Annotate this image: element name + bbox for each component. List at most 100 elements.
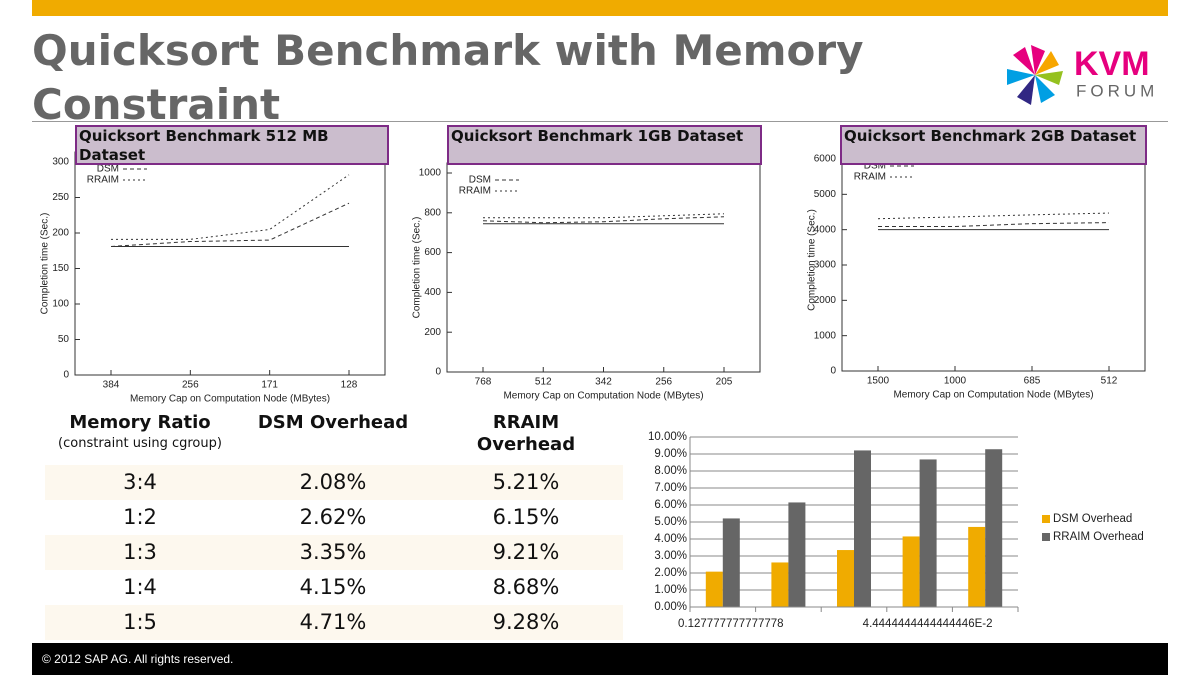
table-cell: 9.28% <box>492 610 560 634</box>
series-line <box>483 213 725 219</box>
logo-text: KVM <box>1074 45 1150 83</box>
table-cell: 5.21% <box>492 470 560 494</box>
y-tick-label: 600 <box>424 247 441 258</box>
y-tick-label: 2000 <box>814 295 837 306</box>
logo-petal <box>1035 51 1059 75</box>
y-tick-label: 6000 <box>814 154 837 165</box>
series-line <box>482 216 725 224</box>
y-tick-label: 250 <box>52 192 69 203</box>
y-tick-label: 0 <box>830 366 836 377</box>
y-tick-label: 7.00% <box>654 482 687 494</box>
x-tick-label: 384 <box>103 380 120 391</box>
footer: © 2012 SAP AG. All rights reserved. <box>32 643 1168 675</box>
y-axis-label: Completion time (Sec.) <box>807 209 818 311</box>
logo-petal <box>1007 69 1035 85</box>
table-cell: 4.71% <box>299 610 367 634</box>
legend-label: RRAIM <box>854 172 886 183</box>
y-tick-label: 400 <box>424 287 441 298</box>
x-tick-label: 256 <box>182 380 199 391</box>
legend-swatch <box>1042 515 1050 523</box>
x-tick-label: 342 <box>595 377 612 388</box>
series-line <box>878 222 1110 227</box>
table-cell: 1:2 <box>123 505 157 529</box>
table-header: Memory Ratio <box>69 412 211 433</box>
y-tick-label: 3.00% <box>654 550 687 562</box>
plot-frame <box>446 162 761 373</box>
title-rule <box>32 121 1168 122</box>
table-row-bg <box>45 535 623 570</box>
x-tick-label: 128 <box>341 380 358 391</box>
x-tick-label: 0.127777777777778 <box>678 618 784 630</box>
table-cell: 2.08% <box>299 470 367 494</box>
bar <box>968 526 986 607</box>
y-tick-label: 150 <box>52 263 69 274</box>
bar <box>985 449 1003 607</box>
bar <box>902 536 920 607</box>
logo-petal <box>1017 75 1035 105</box>
table-row-bg <box>45 605 623 640</box>
table-cell: 6.15% <box>492 505 560 529</box>
table-cell: 3.35% <box>299 540 367 564</box>
table-cell: 2.62% <box>299 505 367 529</box>
x-tick-label: 1500 <box>867 376 890 387</box>
y-tick-label: 9.00% <box>654 448 687 460</box>
legend-label: DSM <box>864 161 886 172</box>
chart-title: Quicksort Benchmark 512 MB Dataset <box>75 125 389 165</box>
top-bar <box>32 0 1168 16</box>
footer-text: © 2012 SAP AG. All rights reserved. <box>42 652 234 666</box>
y-tick-label: 0 <box>435 367 441 378</box>
table-cell: 3:4 <box>123 470 157 494</box>
x-tick-label: 685 <box>1024 376 1041 387</box>
y-tick-label: 300 <box>52 157 69 168</box>
y-tick-label: 1000 <box>814 330 837 341</box>
x-tick-label: 512 <box>535 377 552 388</box>
logo-text: FORUM <box>1076 81 1158 100</box>
bar <box>837 550 854 607</box>
y-tick-label: 200 <box>424 327 441 338</box>
table-cell: 9.21% <box>492 540 560 564</box>
bar <box>788 502 806 607</box>
x-tick-label: 171 <box>261 380 278 391</box>
chart-title: Quicksort Benchmark 1GB Dataset <box>447 125 762 165</box>
x-axis-label: Memory Cap on Computation Node (MBytes) <box>503 391 703 402</box>
y-tick-label: 50 <box>58 334 70 345</box>
x-tick-label: 4.4444444444444446E-2 <box>863 618 993 630</box>
x-tick-label: 512 <box>1101 376 1118 387</box>
legend-label: DSM <box>469 175 491 186</box>
table-header: RRAIM Overhead <box>476 412 576 455</box>
bar <box>919 459 937 607</box>
table-row-bg <box>45 465 623 500</box>
legend-label: DSM Overhead <box>1053 513 1132 525</box>
y-tick-label: 0.00% <box>654 601 687 613</box>
y-tick-label: 5000 <box>814 189 837 200</box>
logo: KVM FORUM <box>1007 45 1158 105</box>
y-tick-label: 0 <box>63 370 69 381</box>
legend-label: DSM <box>97 164 119 175</box>
series-line <box>110 202 350 247</box>
logo-petal <box>1031 45 1045 75</box>
plot-frame <box>841 148 1146 372</box>
y-tick-label: 6.00% <box>654 499 687 511</box>
y-tick-label: 8.00% <box>654 465 687 477</box>
bar <box>705 571 723 607</box>
plot-frame <box>74 151 386 376</box>
x-axis-label: Memory Cap on Computation Node (MBytes) <box>893 390 1093 401</box>
x-tick-label: 256 <box>655 377 672 388</box>
x-tick-label: 1000 <box>944 376 967 387</box>
bar <box>854 450 871 607</box>
table-header: DSM Overhead <box>257 412 409 433</box>
table-cell: 1:4 <box>123 575 157 599</box>
y-tick-label: 1.00% <box>654 584 687 596</box>
y-tick-label: 800 <box>424 207 441 218</box>
series-line <box>877 212 1110 220</box>
y-tick-label: 3000 <box>814 260 837 271</box>
y-tick-label: 10.00% <box>648 431 687 443</box>
y-axis-label: Completion time (Sec.) <box>40 213 51 315</box>
bar <box>722 518 740 607</box>
y-tick-label: 100 <box>52 299 69 310</box>
chart-title: Quicksort Benchmark 2GB Dataset <box>840 125 1147 165</box>
logo-petal <box>1035 71 1063 85</box>
legend-label: RRAIM <box>459 186 491 197</box>
